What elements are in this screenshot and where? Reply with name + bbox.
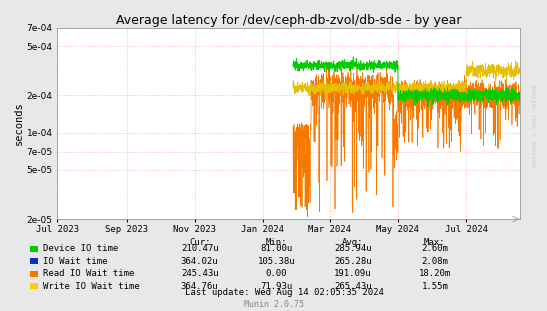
- Text: Munin 2.0.75: Munin 2.0.75: [243, 300, 304, 309]
- Text: Avg:: Avg:: [342, 238, 364, 247]
- Text: 191.09u: 191.09u: [334, 269, 371, 278]
- Text: 18.20m: 18.20m: [419, 269, 451, 278]
- Text: RRDTOOL / TOBI OETIKER: RRDTOOL / TOBI OETIKER: [532, 83, 538, 166]
- Title: Average latency for /dev/ceph-db-zvol/db-sde - by year: Average latency for /dev/ceph-db-zvol/db…: [116, 14, 461, 27]
- Text: Device IO time: Device IO time: [43, 244, 118, 253]
- Text: 71.93u: 71.93u: [260, 282, 292, 290]
- Text: IO Wait time: IO Wait time: [43, 257, 107, 266]
- Text: Cur:: Cur:: [189, 238, 211, 247]
- Text: Max:: Max:: [424, 238, 446, 247]
- Text: 0.00: 0.00: [265, 269, 287, 278]
- Text: 245.43u: 245.43u: [181, 269, 218, 278]
- Text: Last update: Wed Aug 14 02:05:35 2024: Last update: Wed Aug 14 02:05:35 2024: [185, 288, 384, 297]
- Text: 364.76u: 364.76u: [181, 282, 218, 290]
- Text: 285.94u: 285.94u: [334, 244, 371, 253]
- Text: 2.60m: 2.60m: [421, 244, 449, 253]
- Text: 265.28u: 265.28u: [334, 257, 371, 266]
- Y-axis label: seconds: seconds: [14, 102, 24, 146]
- Text: 210.47u: 210.47u: [181, 244, 218, 253]
- Text: 105.38u: 105.38u: [258, 257, 295, 266]
- Text: Min:: Min:: [265, 238, 287, 247]
- Text: 81.00u: 81.00u: [260, 244, 292, 253]
- Text: 2.08m: 2.08m: [421, 257, 449, 266]
- Text: 364.02u: 364.02u: [181, 257, 218, 266]
- Text: Read IO Wait time: Read IO Wait time: [43, 269, 134, 278]
- Text: 265.43u: 265.43u: [334, 282, 371, 290]
- Text: 1.55m: 1.55m: [421, 282, 449, 290]
- Text: Write IO Wait time: Write IO Wait time: [43, 282, 139, 290]
